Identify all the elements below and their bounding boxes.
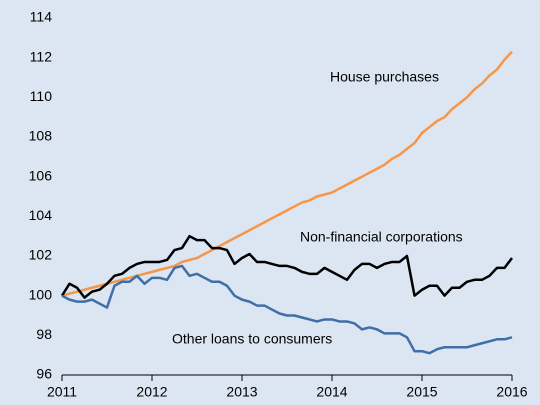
y-tick-label: 110 (30, 88, 53, 104)
y-tick-label: 108 (29, 128, 53, 144)
x-tick-label: 2011 (47, 384, 77, 400)
x-tick-label: 2012 (136, 384, 167, 400)
series-line (60, 234, 513, 299)
series-line (61, 264, 513, 355)
x-tick-label: 2014 (316, 384, 347, 400)
series-label: Non-financial corporations (300, 229, 463, 245)
series-label: Other loans to consumers (172, 331, 332, 347)
y-tick-label: 102 (29, 247, 53, 263)
x-tick-label: 2016 (496, 384, 527, 400)
x-tick-label: 2015 (406, 384, 437, 400)
y-tick-label: 112 (30, 48, 53, 64)
y-tick-label: 106 (29, 167, 53, 183)
y-tick-label: 104 (29, 207, 53, 223)
series-line (61, 50, 513, 297)
y-tick-label: 96 (36, 366, 52, 382)
series-label: House purchases (330, 69, 439, 85)
x-tick-label: 2013 (226, 384, 257, 400)
y-tick-label: 98 (36, 326, 52, 342)
y-tick-label: 114 (30, 9, 53, 25)
y-tick-label: 100 (29, 286, 53, 302)
